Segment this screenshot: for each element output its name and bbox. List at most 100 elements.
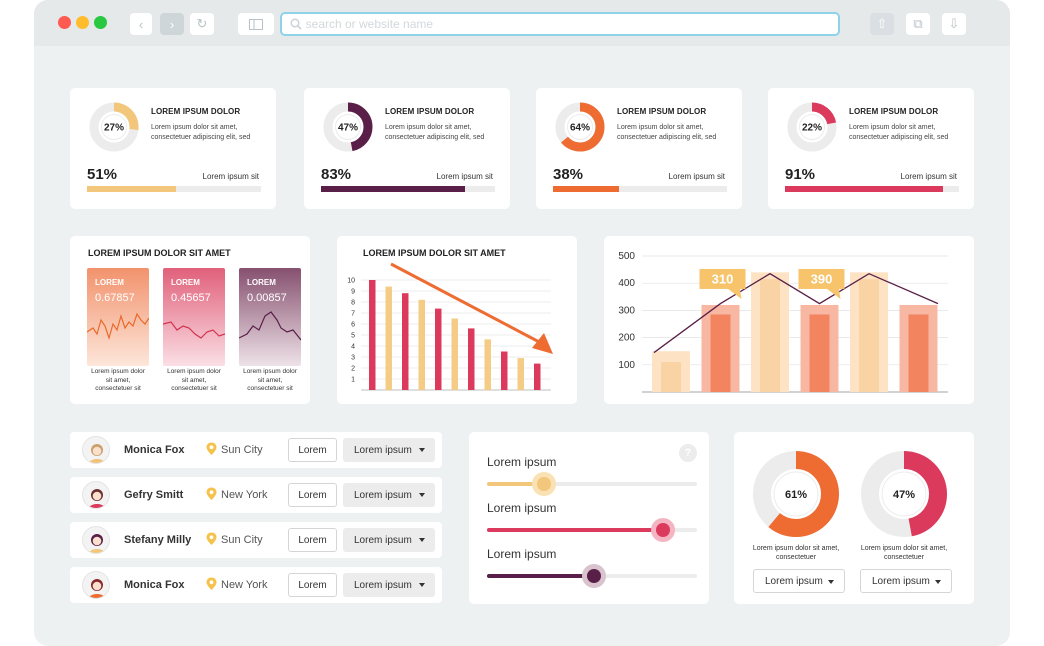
donut-select[interactable]: Lorem ipsum [860,569,952,593]
address-bar[interactable] [280,12,840,36]
location-pin-icon [206,487,217,500]
kpi-progress-fill [321,186,466,192]
bar-inner [710,314,731,392]
donut-select-value: Lorem ipsum [872,575,930,587]
tabs-icon: ⧉ [913,16,923,31]
bar [418,299,425,390]
donut-segment [753,451,839,537]
kpi-donut-chart: 64% [555,102,605,152]
person-select[interactable]: Lorem ipsum [343,483,435,507]
avatar-body [88,549,106,553]
kpi-progress-bar [785,186,959,192]
kpi-description: Lorem ipsum dolor sit amet, consectetuer… [849,124,949,141]
caret-down-icon [419,448,425,452]
bar [402,293,409,390]
sliders-card: ? Lorem ipsum Lorem ipsum Lorem ipsum [469,432,709,604]
avatar-body [88,594,106,598]
person-select[interactable]: Lorem ipsum [343,573,435,597]
kpi-card: 22% LOREM IPSUM DOLOR Lorem ipsum dolor … [768,88,974,209]
caret-down-icon [419,583,425,587]
forward-button[interactable]: › [160,13,184,35]
slider-handle[interactable] [582,564,607,588]
kpi-title: LOREM IPSUM DOLOR [849,107,939,116]
donut-label: 61% [785,489,807,501]
bar [534,363,541,390]
callout: 310 [699,268,746,299]
bar-inner [809,314,830,392]
donut-center [773,471,819,517]
download-button[interactable]: ⇩ [942,13,966,35]
avatar-face [92,536,102,546]
kpi-value: 38% [553,166,584,183]
sidebar-toggle-button[interactable] [238,13,274,35]
mini-card-value: 0.00857 [247,292,287,304]
slider-handle-dot [587,569,602,583]
slider-track[interactable] [487,518,697,542]
bar [451,318,458,390]
person-select-value: Lorem ipsum [354,579,412,591]
slider-label: Lorem ipsum [487,547,557,561]
kpi-bar-label: Lorem ipsum sit [436,172,493,181]
avatar-body [88,459,106,463]
back-button[interactable]: ‹ [130,13,152,35]
help-button[interactable]: ? [679,444,697,462]
callout-box [699,268,746,289]
person-action-button[interactable]: Lorem [288,483,337,507]
slider-handle[interactable] [531,472,556,496]
donut-label: 64% [570,123,590,134]
slider-fill [487,528,664,532]
person-select[interactable]: Lorem ipsum [343,528,435,552]
share-button[interactable]: ⇧ [870,13,894,35]
mini-card: LOREM 0.45657 [163,268,225,366]
person-action-button[interactable]: Lorem [288,438,337,462]
trend-arrow-head [532,333,553,354]
callout-box [798,268,845,289]
close-window-button[interactable] [58,16,71,29]
donut-label: 47% [338,123,358,134]
y-tick-label: 1 [351,377,355,384]
donut-label: 47% [893,489,915,501]
slider-handle[interactable] [651,518,676,542]
combo-chart-card: 100 200 300 400 500 310 390 [604,236,974,404]
y-tick-label: 10 [347,278,355,285]
person-select[interactable]: Lorem ipsum [343,438,435,462]
kpi-card: 64% LOREM IPSUM DOLOR Lorem ipsum dolor … [536,88,742,209]
reload-icon: ↻ [196,16,208,31]
bar-inner [760,279,780,392]
person-name: Monica Fox [124,444,185,456]
person-city: Sun City [221,534,263,546]
person-action-button[interactable]: Lorem [288,528,337,552]
avatar-face [92,581,102,591]
callout-pointer [824,286,841,299]
kpi-progress-bar [553,186,727,192]
person-avatar-icon [88,489,106,508]
slider-track[interactable] [487,472,697,496]
location-pin-icon [206,577,217,590]
sparkline-path [163,321,225,339]
panel-title: LOREM IPSUM DOLOR SIT AMET [88,248,231,258]
y-tick-label: 3 [351,355,355,362]
kpi-title: LOREM IPSUM DOLOR [151,107,241,116]
donut-select[interactable]: Lorem ipsum [753,569,845,593]
kpi-bar-label: Lorem ipsum sit [668,172,725,181]
y-tick-label: 4 [351,344,355,351]
person-action-button[interactable]: Lorem [288,573,337,597]
minimize-window-button[interactable] [76,16,89,29]
person-select-value: Lorem ipsum [354,534,412,546]
person-avatar-icon [88,444,106,463]
sidebar-icon [249,18,263,30]
person-name: Stefany Milly [124,534,192,546]
kpi-card: 47% LOREM IPSUM DOLOR Lorem ipsum dolor … [304,88,510,209]
callout-label: 390 [811,271,833,286]
tabs-button[interactable]: ⧉ [906,13,930,35]
donut-label: 27% [104,123,124,134]
kpi-progress-bar [87,186,261,192]
sparkline-path [239,311,301,341]
slider-track[interactable] [487,564,697,588]
maximize-window-button[interactable] [94,16,107,29]
donut-segment [555,102,605,152]
address-input[interactable] [305,17,838,31]
person-city: Sun City [221,444,263,456]
y-tick-label: 100 [618,360,635,371]
reload-button[interactable]: ↻ [190,13,214,35]
